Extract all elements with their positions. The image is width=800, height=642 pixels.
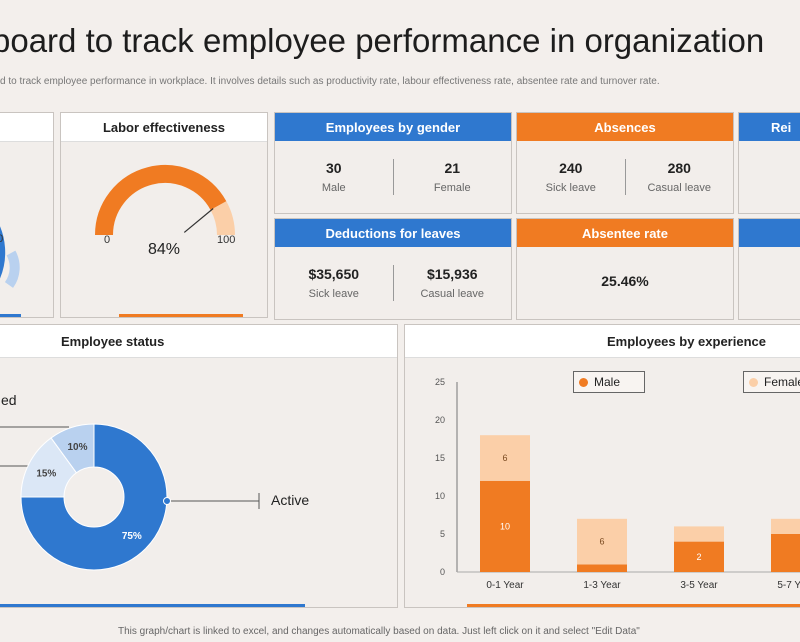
status-partial-label: ed (1, 392, 17, 408)
legend-female-label: Female (764, 375, 800, 389)
bar-male-3 (771, 534, 800, 572)
bar-male-0 (480, 480, 530, 572)
bar-male-1 (577, 564, 627, 572)
absences-card-title: Absences (517, 113, 733, 141)
right-partial-title-text: Rei (771, 119, 792, 135)
absences-card: Absences 240 Sick leave 280 Casual leave (516, 112, 734, 214)
gauge-value-label: 84% (147, 241, 181, 258)
sick-leave-label: Sick leave (545, 182, 596, 194)
female-count: 21 (444, 160, 461, 176)
experience-underline (467, 604, 800, 607)
gauge-remaining-arc (210, 201, 235, 236)
gender-female: 21 Female (394, 149, 512, 205)
absentee-rate-card: Absentee rate 25.46% (516, 218, 734, 320)
male-label: Male (321, 182, 346, 194)
y-tick-label: 20 (435, 415, 445, 425)
y-tick-label: 0 (440, 567, 445, 577)
y-tick-label: 25 (435, 377, 445, 387)
active-label: Active (271, 492, 310, 508)
female-label: Female (433, 182, 471, 194)
y-tick-label: 5 (440, 529, 445, 539)
deductions-card-title: Deductions for leaves (275, 219, 511, 247)
donut-slice-label-0: 75% (122, 531, 142, 542)
gender-card: Employees by gender 30 Male 21 Female (274, 112, 512, 214)
legend-female-dot (749, 378, 758, 387)
employee-status-title: Employee status (0, 325, 397, 358)
right-partial-card-bottom (738, 218, 800, 320)
right-partial-card-top: Rei (738, 112, 800, 214)
employee-status-donut: 75% 15% 10% (0, 423, 260, 571)
left-partial-tick: 00 (0, 233, 4, 245)
gauge-max-label: 100 (217, 234, 236, 246)
bar-male-2 (674, 541, 724, 572)
labor-underline (119, 314, 243, 317)
gauge-needle (183, 208, 214, 233)
right-partial-title: Rei (739, 113, 800, 141)
y-tick-label: 10 (435, 491, 445, 501)
donut-slice-label-2: 10% (67, 442, 87, 453)
absences-divider (624, 159, 626, 195)
x-tick-label: 1-3 Year (583, 580, 621, 591)
legend-male-label: Male (594, 375, 621, 389)
gauge-value-arc (95, 165, 227, 236)
donut-slice-label-1: 15% (36, 469, 56, 480)
gender-male: 30 Male (275, 149, 393, 205)
casual-deduction-value: $15,936 (426, 266, 478, 282)
legend-male: Male (573, 371, 645, 393)
experience-title: Employees by experience (405, 325, 800, 358)
legend-female: Female (743, 371, 800, 393)
sick-leave-count: 240 (559, 160, 583, 176)
donut-slice-2 (50, 423, 95, 474)
status-underline (0, 604, 305, 607)
y-tick-label: 15 (435, 453, 445, 463)
absentee-rate-title: Absentee rate (517, 219, 733, 247)
deduction-casual: $15,936 Casual leave (394, 255, 512, 311)
experience-bar-chart: 0 5 10 15 20 25 10 6 0-1 Year 6 1-3 Year 2 3-5 Year 5… (435, 377, 800, 591)
bar-data-label: 6 (599, 537, 604, 547)
absence-casual: 280 Casual leave (626, 149, 734, 205)
gender-divider (392, 159, 394, 195)
page-title: board to track employee performance in o… (0, 22, 765, 59)
labor-effectiveness-title: Labor effectiveness (61, 113, 267, 142)
left-partial-card: 00 (0, 112, 54, 318)
sick-deduction-value: $35,650 (308, 266, 360, 282)
deduction-sick: $35,650 Sick leave (275, 255, 393, 311)
absentee-rate-value: 25.46% (601, 273, 649, 289)
legend-male-dot (579, 378, 588, 387)
active-connector-dot (163, 497, 171, 505)
gauge-min-label: 0 (104, 234, 111, 246)
donut-slice-0 (20, 423, 168, 571)
bar-data-label: 2 (696, 552, 701, 562)
x-tick-label: 5-7 Year (777, 580, 800, 591)
deductions-divider (392, 265, 394, 301)
bar-female-3 (771, 518, 800, 534)
male-count: 30 (325, 160, 342, 176)
bar-data-label: 10 (500, 521, 510, 531)
sick-deduction-label: Sick leave (308, 288, 359, 300)
partial-gauge (0, 226, 20, 288)
bar-female-0 (480, 435, 530, 481)
page-subtitle: d to track employee performance in workp… (0, 76, 660, 87)
right-partial-bottom-header (739, 219, 800, 247)
footer-note: This graph/chart is linked to excel, and… (118, 626, 640, 637)
gender-card-title: Employees by gender (275, 113, 511, 141)
deductions-card: Deductions for leaves $35,650 Sick leave… (274, 218, 512, 320)
bar-data-label: 6 (502, 453, 507, 463)
casual-deduction-label: Casual leave (420, 288, 485, 300)
left-partial-underline (0, 314, 21, 317)
bar-female-1 (577, 518, 627, 565)
bar-female-2 (674, 526, 724, 542)
casual-leave-count: 280 (667, 160, 691, 176)
absence-sick: 240 Sick leave (517, 149, 625, 205)
left-partial-card-header (0, 113, 53, 142)
x-tick-label: 0-1 Year (486, 580, 524, 591)
labor-effectiveness-card: Labor effectiveness 0 100 84% (60, 112, 268, 318)
casual-leave-label: Casual leave (647, 182, 712, 194)
experience-card: Employees by experience Male Female 0 5 10… (404, 324, 800, 608)
labor-gauge (95, 165, 235, 236)
x-tick-label: 3-5 Year (680, 580, 718, 591)
employee-status-card: Employee status ed 75% 15% 10% Active (0, 324, 398, 608)
